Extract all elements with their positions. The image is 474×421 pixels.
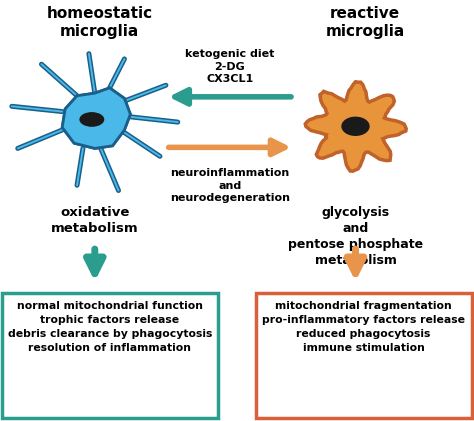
Polygon shape [62,88,130,149]
Text: ketogenic diet
2-DG
CX3CL1: ketogenic diet 2-DG CX3CL1 [185,49,274,84]
Ellipse shape [341,117,370,136]
Polygon shape [305,82,406,171]
Polygon shape [62,88,130,149]
Text: neuroinflammation
and
neurodegeneration: neuroinflammation and neurodegeneration [170,168,290,203]
Text: homeostatic
microglia: homeostatic microglia [46,6,153,39]
FancyBboxPatch shape [256,293,472,418]
Text: mitochondrial fragmentation
pro-inflammatory factors release
reduced phagocytosi: mitochondrial fragmentation pro-inflamma… [262,301,465,353]
Text: oxidative
metabolism: oxidative metabolism [51,206,138,235]
Text: normal mitochondrial function
trophic factors release
debris clearance by phagoc: normal mitochondrial function trophic fa… [8,301,212,353]
Text: glycolysis
and
pentose phosphate
metabolism: glycolysis and pentose phosphate metabol… [288,206,423,267]
Text: reactive
microglia: reactive microglia [325,6,405,39]
Ellipse shape [80,112,104,127]
FancyBboxPatch shape [2,293,218,418]
